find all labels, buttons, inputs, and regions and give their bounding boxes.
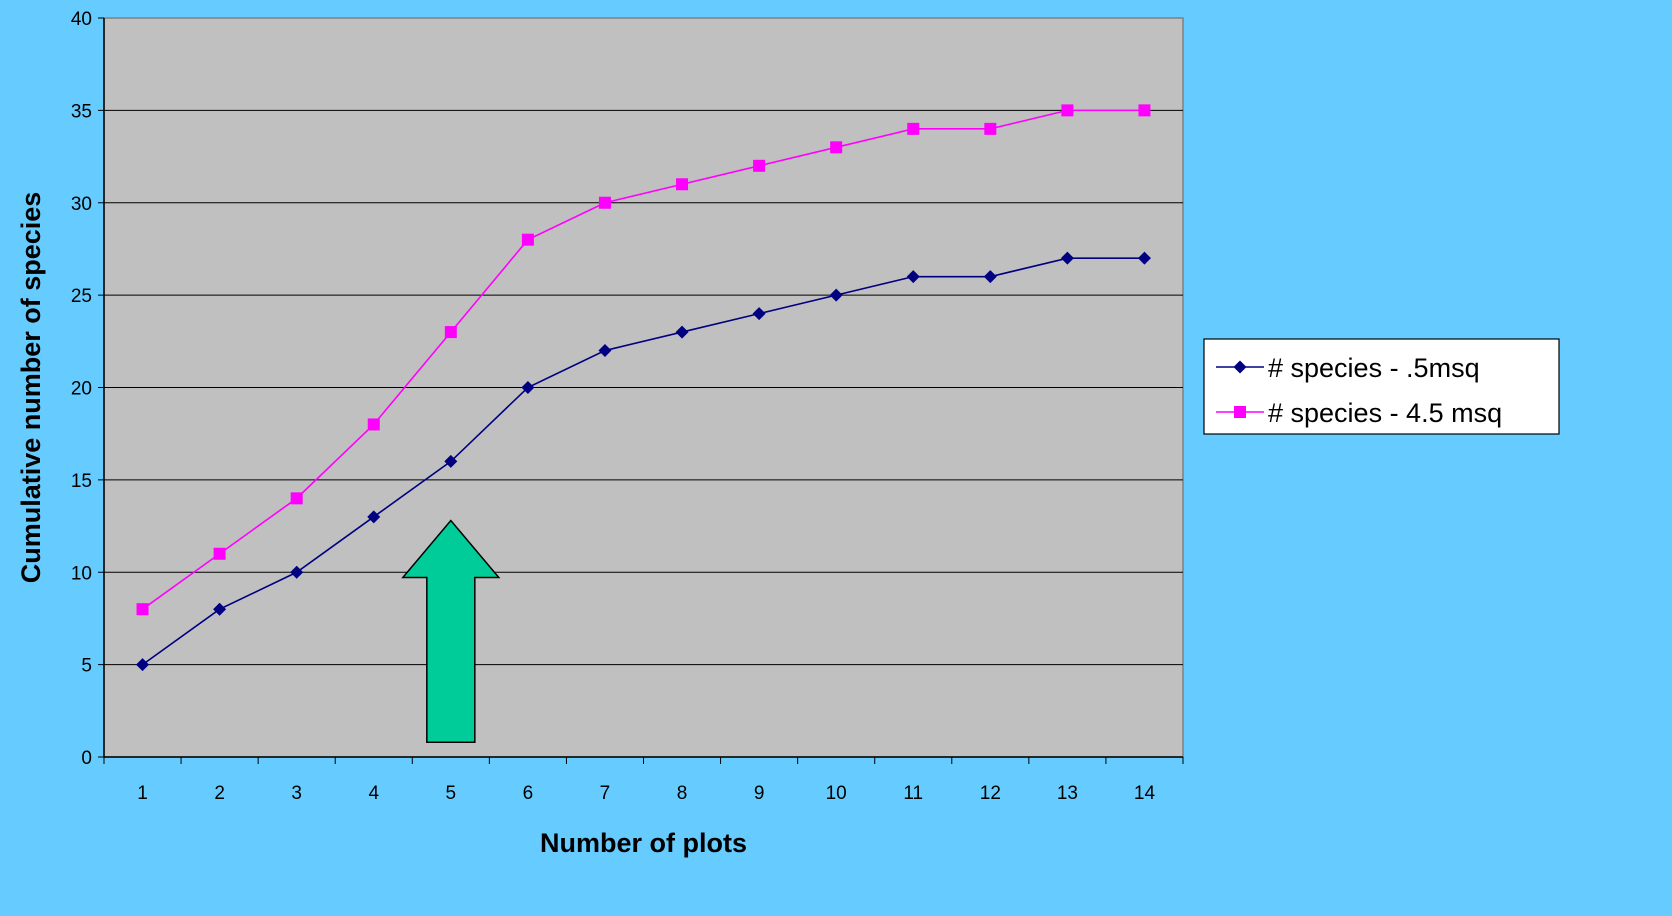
data-point-square — [290, 492, 303, 505]
series-layer — [136, 104, 1151, 672]
data-point-square — [830, 141, 843, 154]
x-tick-label: 6 — [523, 783, 534, 804]
data-point-diamond — [906, 270, 920, 284]
x-tick-label: 3 — [291, 783, 302, 804]
y-tick-label: 0 — [81, 748, 92, 769]
x-tick-label: 1 — [137, 783, 148, 804]
legend: # species - .5msq # species - 4.5 msq — [1203, 338, 1560, 435]
x-tick-label: 8 — [677, 783, 688, 804]
data-point-diamond — [598, 344, 612, 358]
data-point-diamond — [213, 602, 227, 616]
data-point-diamond — [521, 381, 535, 394]
x-tick-label: 2 — [214, 783, 225, 804]
x-tick-label: 5 — [446, 783, 457, 804]
x-axis-title: Number of plots — [540, 828, 747, 858]
data-point-diamond — [367, 510, 381, 524]
legend-item: # species - 4.5 msq — [1216, 398, 1502, 428]
y-tick-label: 35 — [71, 101, 92, 122]
y-tick-label: 30 — [71, 194, 92, 215]
x-tick-label: 13 — [1057, 783, 1078, 804]
annotations — [401, 519, 501, 743]
data-point-square — [1061, 104, 1074, 117]
x-tick-label: 4 — [368, 783, 379, 804]
x-tick-label: 7 — [600, 783, 611, 804]
gridlines — [104, 109, 1183, 666]
legend-square-marker — [1234, 406, 1246, 418]
series — [136, 104, 1151, 616]
y-tick-label: 5 — [81, 656, 92, 677]
data-point-diamond — [444, 454, 458, 468]
y-tick-label: 25 — [71, 286, 92, 307]
data-point-diamond — [829, 288, 843, 302]
data-point-diamond — [1060, 251, 1074, 265]
data-point-diamond — [1137, 251, 1151, 265]
y-tick-label: 10 — [71, 563, 92, 584]
data-point-diamond — [136, 658, 150, 672]
data-point-square — [984, 122, 997, 135]
data-point-square — [676, 178, 689, 191]
data-point-square — [136, 603, 149, 616]
data-point-diamond — [983, 270, 997, 284]
y-tick-label: 40 — [71, 9, 92, 30]
data-point-square — [907, 122, 920, 135]
data-point-square — [598, 196, 611, 209]
x-tick-label: 10 — [826, 783, 847, 804]
x-tick-label: 11 — [903, 783, 923, 804]
y-tick-label: 15 — [71, 471, 92, 492]
data-point-diamond — [752, 307, 766, 321]
y-tick-label: 20 — [71, 379, 92, 400]
arrow-up-annotation — [401, 519, 501, 743]
x-tick-label: 14 — [1134, 783, 1156, 804]
series-line — [142, 257, 1145, 666]
x-tick-label: 12 — [980, 783, 1001, 804]
series-line — [142, 109, 1145, 610]
y-axis-title: Cumulative number of species — [16, 192, 46, 584]
x-tick-label: 9 — [754, 783, 765, 804]
legend-item: # species - .5msq — [1216, 353, 1480, 383]
legend-box — [1203, 338, 1560, 435]
data-point-square — [753, 159, 766, 172]
legend-label: # species - 4.5 msq — [1268, 398, 1502, 428]
series — [136, 251, 1151, 672]
data-point-diamond — [675, 325, 689, 339]
data-point-diamond — [290, 565, 304, 579]
data-point-square — [521, 233, 534, 246]
data-point-square — [444, 326, 457, 339]
data-point-square — [213, 547, 226, 560]
data-point-square — [367, 418, 380, 431]
legend-label: # species - .5msq — [1268, 353, 1480, 383]
data-point-square — [1138, 104, 1151, 117]
legend-diamond-marker — [1233, 360, 1247, 374]
